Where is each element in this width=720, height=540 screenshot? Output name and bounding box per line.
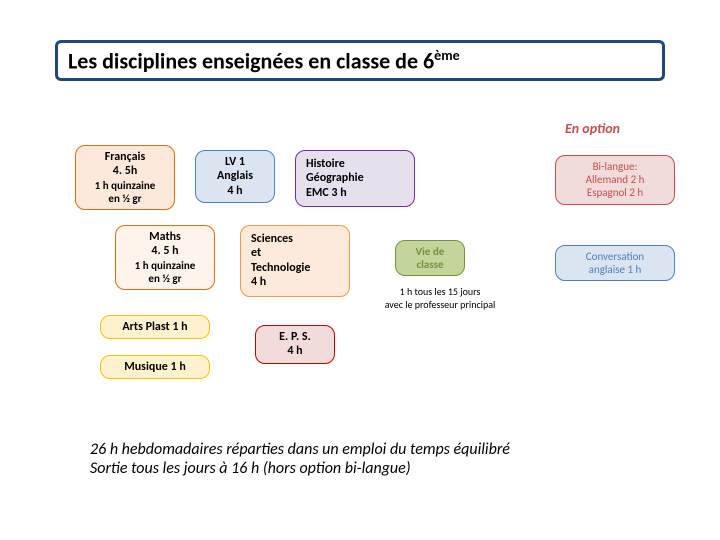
lv1-l2: Anglais (204, 169, 266, 183)
box-musique: Musique 1 h (100, 355, 210, 379)
conv-l2: anglaise 1 h (564, 263, 666, 276)
maths-name: Maths (124, 230, 206, 244)
eps-l1: E. P. S. (264, 330, 326, 344)
box-maths: Maths 4. 5 h 1 h quinzaine en ½ gr (115, 225, 215, 290)
lv1-l3: 4 h (204, 184, 266, 198)
francais-hours: 4. 5h (113, 164, 138, 178)
footer-l1: 26 h hebdomadaires réparties dans un emp… (90, 440, 670, 459)
option-label: En option (565, 120, 620, 137)
page-title: Les disciplines enseignées en classe de … (55, 40, 665, 81)
histoire-l2: Géographie (306, 171, 404, 185)
box-francais: Français 4. 5h 1 h quinzaine en ½ gr (75, 145, 175, 210)
francais-sub2: en ½ gr (108, 192, 141, 205)
box-bilangue: Bi-langue: Allemand 2 h Espagnol 2 h (555, 155, 675, 205)
francais-sub1: 1 h quinzaine (95, 179, 156, 192)
box-eps: E. P. S. 4 h (255, 325, 335, 364)
sciences-l2: et (251, 246, 339, 260)
lv1-l1: LV 1 (204, 155, 266, 169)
bilangue-l2: Allemand 2 h (564, 173, 666, 186)
box-lv1: LV 1 Anglais 4 h (195, 150, 275, 203)
maths-sub2: en ½ gr (124, 272, 206, 285)
box-conversation: Conversation anglaise 1 h (555, 245, 675, 281)
bilangue-l1: Bi-langue: (564, 160, 666, 173)
sciences-l4: 4 h (251, 275, 339, 289)
maths-sub1: 1 h quinzaine (124, 259, 206, 272)
vie-caption-l1: 1 h tous les 15 jours (355, 285, 525, 298)
histoire-l1: Histoire (306, 157, 404, 171)
vie-l1: Vie de (404, 245, 456, 258)
sciences-l1: Sciences (251, 232, 339, 246)
footer-text: 26 h hebdomadaires réparties dans un emp… (90, 440, 670, 478)
musique-label: Musique 1 h (124, 360, 186, 374)
sciences-l3: Technologie (251, 261, 339, 275)
box-arts: Arts Plast 1 h (100, 315, 210, 339)
title-text: Les disciplines enseignées en classe de … (68, 47, 434, 74)
vie-l2: classe (404, 258, 456, 271)
eps-l2: 4 h (264, 344, 326, 358)
box-histoire: Histoire Géographie EMC 3 h (295, 150, 415, 207)
footer-l2: Sortie tous les jours à 16 h (hors optio… (90, 459, 670, 478)
vie-caption: 1 h tous les 15 jours avec le professeur… (355, 285, 525, 311)
conv-l1: Conversation (564, 250, 666, 263)
box-vie-de-classe: Vie de classe (395, 240, 465, 276)
maths-hours: 4. 5 h (124, 244, 206, 258)
vie-caption-l2: avec le professeur principal (355, 298, 525, 311)
title-sup: ème (434, 47, 459, 64)
bilangue-l3: Espagnol 2 h (564, 186, 666, 199)
box-sciences: Sciences et Technologie 4 h (240, 225, 350, 297)
arts-label: Arts Plast 1 h (122, 320, 187, 334)
histoire-l3: EMC 3 h (306, 186, 404, 200)
francais-name: Français (105, 150, 145, 164)
